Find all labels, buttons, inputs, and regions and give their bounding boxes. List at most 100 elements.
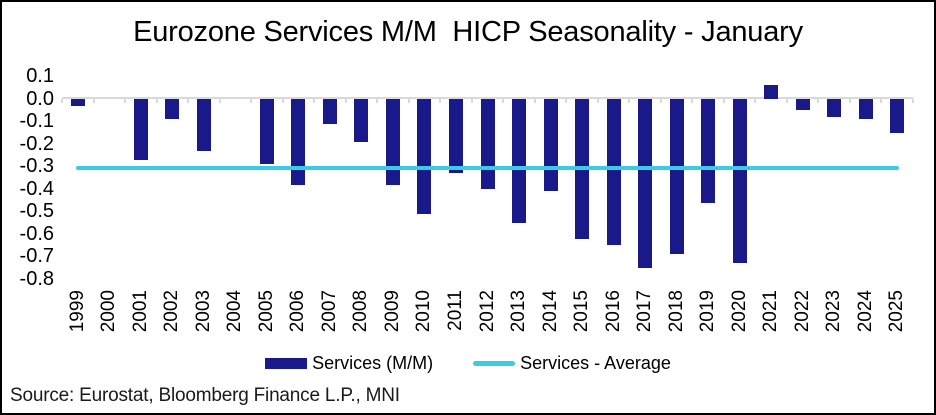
x-axis-label-2004: 2004 bbox=[224, 290, 246, 333]
axis-tick bbox=[281, 99, 284, 103]
axis-tick bbox=[124, 99, 127, 103]
axis-tick bbox=[912, 99, 914, 103]
legend-label-services: Services (M/M) bbox=[312, 353, 434, 373]
bar-2008 bbox=[354, 99, 369, 142]
x-axis-label-2023: 2023 bbox=[823, 290, 845, 333]
y-axis-label: -0.5 bbox=[19, 200, 54, 222]
axis-tick bbox=[628, 99, 631, 103]
x-axis-label-2024: 2024 bbox=[854, 290, 876, 333]
x-axis-label-2009: 2009 bbox=[381, 290, 403, 333]
x-axis-label-2013: 2013 bbox=[508, 290, 530, 333]
y-axis-label: -0.4 bbox=[19, 177, 54, 200]
axis-tick bbox=[470, 99, 473, 103]
bar-2016 bbox=[606, 99, 621, 246]
x-axis-label-2006: 2006 bbox=[287, 290, 309, 333]
average-line bbox=[75, 166, 900, 171]
axis-tick bbox=[407, 99, 410, 103]
legend-label-average: Services - Average bbox=[520, 353, 671, 373]
bar-2025 bbox=[890, 99, 905, 133]
axis-tick bbox=[250, 99, 253, 103]
axis-tick bbox=[596, 99, 599, 103]
x-axis-label-2018: 2018 bbox=[665, 290, 687, 333]
bar-2018 bbox=[669, 99, 684, 255]
bar-2012 bbox=[480, 99, 495, 189]
chart-title: Eurozone Services M/M HICP Seasonality -… bbox=[133, 16, 803, 48]
axis-tick bbox=[92, 99, 95, 103]
y-axis-label: -0.2 bbox=[19, 132, 54, 155]
bar-2011 bbox=[448, 99, 463, 174]
zero-gridline bbox=[62, 97, 913, 99]
legend-line-swatch-icon bbox=[473, 361, 516, 366]
axis-tick bbox=[722, 99, 725, 103]
x-axis-label-2022: 2022 bbox=[791, 290, 813, 333]
y-axis-label: 0.0 bbox=[26, 87, 54, 110]
axis-tick bbox=[187, 99, 190, 103]
x-axis-label-2015: 2015 bbox=[571, 290, 593, 333]
axis-tick bbox=[61, 99, 63, 103]
y-axis-label: -0.6 bbox=[19, 222, 54, 245]
axis-tick bbox=[502, 99, 505, 103]
bar-2017 bbox=[638, 99, 653, 268]
axis-tick bbox=[754, 99, 757, 103]
bar-2021 bbox=[764, 85, 779, 99]
x-axis-label-2025: 2025 bbox=[886, 290, 908, 333]
bar-2003 bbox=[196, 99, 211, 151]
x-axis-label-2011: 2011 bbox=[444, 290, 466, 331]
axis-tick bbox=[565, 99, 568, 103]
axis-tick bbox=[785, 99, 788, 103]
y-axis-label: 0.1 bbox=[26, 65, 54, 87]
axis-tick bbox=[880, 99, 883, 103]
y-axis-label: -0.8 bbox=[19, 267, 54, 290]
axis-tick bbox=[344, 99, 347, 103]
bar-2006 bbox=[291, 99, 306, 185]
x-axis-label-2014: 2014 bbox=[539, 290, 561, 333]
x-axis-label-2019: 2019 bbox=[697, 290, 719, 333]
axis-tick bbox=[848, 99, 851, 103]
bar-2005 bbox=[259, 99, 274, 165]
bar-2009 bbox=[385, 99, 400, 185]
y-axis-label: -0.3 bbox=[19, 155, 54, 177]
x-axis-label-2021: 2021 bbox=[760, 290, 782, 333]
axis-tick bbox=[439, 99, 442, 103]
axis-tick bbox=[313, 99, 316, 103]
bar-2022 bbox=[795, 99, 810, 111]
axis-tick bbox=[533, 99, 536, 103]
x-axis-label-2012: 2012 bbox=[476, 290, 498, 333]
bar-2020 bbox=[732, 99, 747, 264]
legend-item-services: Services (M/M) bbox=[265, 353, 433, 374]
x-axis-label-2000: 2000 bbox=[98, 290, 120, 333]
bar-2023 bbox=[827, 99, 842, 117]
x-axis-label-2020: 2020 bbox=[728, 290, 750, 333]
bar-2002 bbox=[165, 99, 180, 120]
x-axis-label-2002: 2002 bbox=[161, 290, 183, 333]
source-text: Source: Eurostat, Bloomberg Finance L.P.… bbox=[10, 385, 400, 406]
x-axis-label-2017: 2017 bbox=[634, 290, 656, 333]
legend: Services (M/M) Services - Average bbox=[2, 353, 934, 374]
axis-tick bbox=[817, 99, 820, 103]
x-axis-label-2007: 2007 bbox=[318, 290, 340, 333]
x-axis-label-2016: 2016 bbox=[602, 290, 624, 333]
y-axis-label: -0.7 bbox=[19, 245, 54, 267]
x-axis-label-2003: 2003 bbox=[192, 290, 214, 333]
bar-2010 bbox=[417, 99, 432, 214]
axis-tick bbox=[691, 99, 694, 103]
axis-tick bbox=[218, 99, 221, 103]
x-axis-label-2010: 2010 bbox=[413, 290, 435, 333]
x-axis-label-2005: 2005 bbox=[255, 290, 277, 333]
bar-2019 bbox=[701, 99, 716, 203]
bar-2007 bbox=[322, 99, 337, 124]
y-axis-label: -0.1 bbox=[19, 110, 54, 132]
bar-2024 bbox=[858, 99, 873, 120]
bar-2001 bbox=[133, 99, 148, 160]
axis-tick bbox=[376, 99, 379, 103]
axis-tick bbox=[659, 99, 662, 103]
x-axis-label-1999: 1999 bbox=[66, 290, 88, 333]
x-axis-label-2001: 2001 bbox=[129, 290, 151, 333]
legend-bar-swatch-icon bbox=[265, 358, 308, 369]
bar-2013 bbox=[512, 99, 527, 223]
axis-tick bbox=[155, 99, 158, 103]
bar-2014 bbox=[543, 99, 558, 192]
legend-item-average: Services - Average bbox=[473, 353, 671, 374]
